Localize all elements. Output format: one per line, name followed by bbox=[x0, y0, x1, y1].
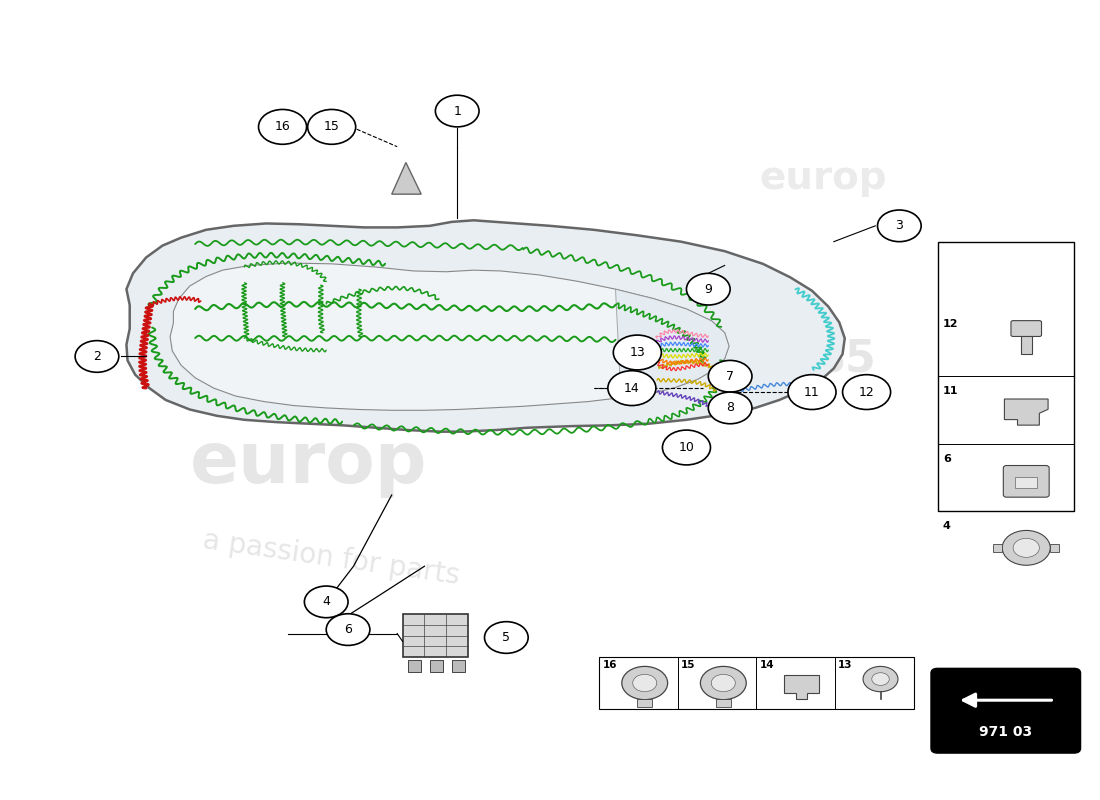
Text: 9: 9 bbox=[704, 282, 712, 296]
Bar bbox=[408, 660, 421, 671]
Circle shape bbox=[632, 674, 657, 692]
Circle shape bbox=[864, 666, 898, 692]
Circle shape bbox=[662, 430, 711, 465]
Bar bbox=[1021, 330, 1032, 354]
Polygon shape bbox=[784, 675, 820, 699]
Bar bbox=[716, 699, 732, 706]
Text: 6: 6 bbox=[344, 623, 352, 636]
Circle shape bbox=[1002, 530, 1050, 566]
Text: 16: 16 bbox=[275, 120, 290, 134]
Text: 13: 13 bbox=[838, 661, 853, 670]
Bar bbox=[937, 242, 1074, 511]
Bar bbox=[637, 699, 652, 706]
Circle shape bbox=[788, 374, 836, 410]
Circle shape bbox=[258, 110, 307, 144]
Circle shape bbox=[708, 392, 752, 424]
Text: 15: 15 bbox=[681, 661, 695, 670]
Text: 4: 4 bbox=[322, 595, 330, 608]
Bar bbox=[600, 658, 913, 709]
Text: 85: 85 bbox=[814, 339, 876, 382]
Text: 13: 13 bbox=[629, 346, 646, 359]
Text: 1: 1 bbox=[453, 105, 461, 118]
Text: 14: 14 bbox=[624, 382, 640, 394]
Text: europ: europ bbox=[759, 159, 887, 198]
Text: 6: 6 bbox=[943, 454, 950, 464]
Text: 16: 16 bbox=[603, 661, 617, 670]
Polygon shape bbox=[1004, 399, 1048, 425]
Text: a passion for parts: a passion for parts bbox=[200, 526, 461, 590]
FancyBboxPatch shape bbox=[1003, 466, 1049, 497]
Circle shape bbox=[686, 274, 730, 305]
Circle shape bbox=[878, 210, 921, 242]
Polygon shape bbox=[616, 289, 729, 398]
Circle shape bbox=[712, 674, 735, 692]
Text: 2: 2 bbox=[94, 350, 101, 363]
Bar bbox=[1015, 477, 1037, 489]
Circle shape bbox=[701, 666, 746, 700]
Circle shape bbox=[1013, 538, 1040, 558]
Circle shape bbox=[484, 622, 528, 654]
Text: 8: 8 bbox=[726, 402, 734, 414]
Text: 10: 10 bbox=[679, 441, 694, 454]
Polygon shape bbox=[392, 162, 421, 194]
Text: 12: 12 bbox=[943, 319, 958, 329]
Bar bbox=[1050, 544, 1059, 552]
Text: 15: 15 bbox=[323, 120, 340, 134]
Polygon shape bbox=[170, 263, 729, 410]
FancyBboxPatch shape bbox=[403, 614, 469, 658]
Circle shape bbox=[327, 614, 370, 646]
Text: 5: 5 bbox=[503, 631, 510, 644]
Circle shape bbox=[843, 374, 891, 410]
Text: 3: 3 bbox=[895, 219, 903, 232]
Bar bbox=[452, 660, 465, 671]
Circle shape bbox=[305, 586, 348, 618]
Circle shape bbox=[621, 666, 668, 700]
Text: 11: 11 bbox=[943, 386, 958, 396]
Text: europ: europ bbox=[189, 429, 427, 498]
Circle shape bbox=[872, 673, 889, 686]
Circle shape bbox=[308, 110, 355, 144]
Circle shape bbox=[708, 361, 752, 392]
Circle shape bbox=[614, 335, 661, 370]
FancyBboxPatch shape bbox=[931, 668, 1080, 753]
Text: 971 03: 971 03 bbox=[979, 725, 1032, 738]
Bar bbox=[993, 544, 1002, 552]
Bar bbox=[430, 660, 443, 671]
Circle shape bbox=[436, 95, 478, 127]
Circle shape bbox=[75, 341, 119, 372]
Text: 14: 14 bbox=[760, 661, 774, 670]
Circle shape bbox=[608, 370, 656, 406]
Text: 11: 11 bbox=[804, 386, 820, 398]
Text: 12: 12 bbox=[859, 386, 874, 398]
Text: 4: 4 bbox=[943, 521, 950, 531]
Text: 7: 7 bbox=[726, 370, 734, 382]
Polygon shape bbox=[126, 220, 845, 432]
FancyBboxPatch shape bbox=[1011, 321, 1042, 337]
